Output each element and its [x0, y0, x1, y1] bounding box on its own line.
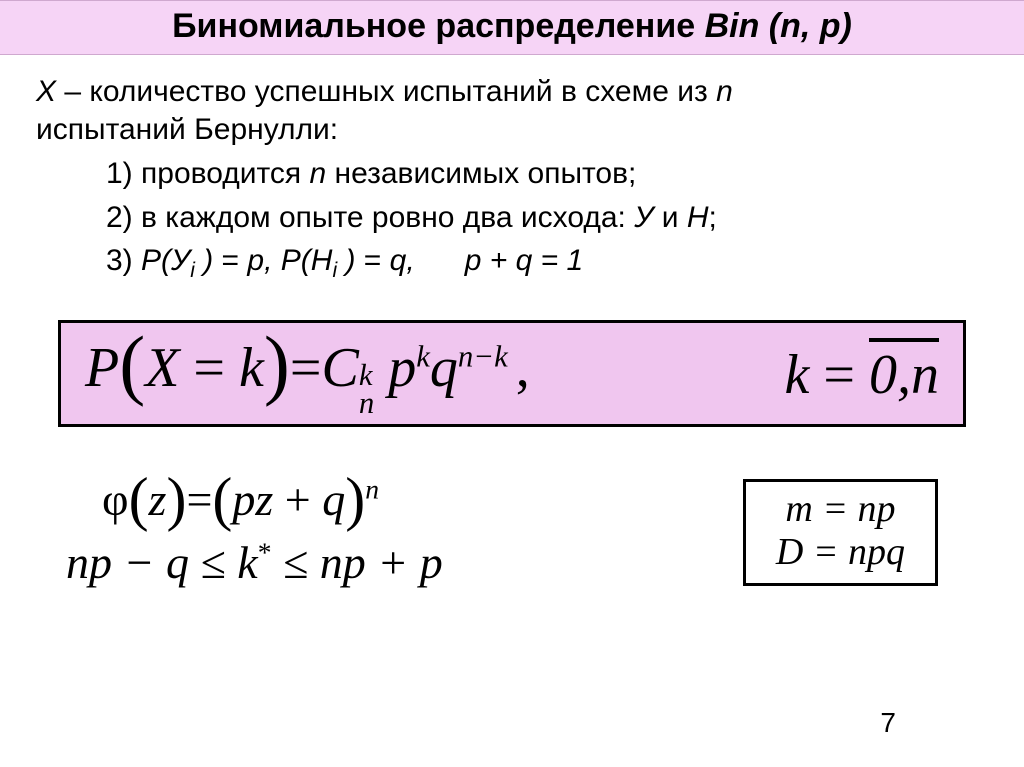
- f-range: 0,n: [869, 344, 939, 406]
- title-plain: Биномиальное распределение: [172, 7, 704, 45]
- li2Y: У: [634, 201, 653, 234]
- f-eq2: =: [290, 337, 322, 399]
- lead-X: X: [36, 75, 56, 108]
- f-Ctop: k: [359, 367, 374, 384]
- phi-pz: pz: [232, 474, 273, 525]
- kline-k: k: [237, 537, 257, 588]
- li2a: 2) в каждом опыте ровно два исхода:: [106, 201, 634, 234]
- f-k2: k: [785, 344, 810, 406]
- li3P1b: ): [195, 244, 213, 277]
- li3eq1: =: [213, 244, 247, 277]
- rparen-icon: ): [166, 481, 186, 517]
- kline-b: ≤ np + p: [272, 537, 443, 588]
- mD-mean: m = np: [776, 488, 905, 532]
- lead-line: X – количество успешных испытаний в схем…: [36, 73, 988, 148]
- li3sum: p + q = 1: [465, 244, 583, 277]
- f-k: k: [239, 337, 264, 399]
- li3a: 3): [106, 244, 141, 277]
- phi-close: ): [345, 481, 365, 517]
- rparen-icon: ): [264, 337, 290, 392]
- f-X: X: [145, 337, 179, 399]
- f-eq: =: [179, 337, 239, 399]
- left-formulas: φ(z)=(pz + q)n np − q ≤ k* ≤ np + p: [66, 473, 443, 589]
- f-comma: ,: [516, 337, 530, 399]
- phi-exp: n: [365, 473, 379, 504]
- li3gap: [415, 244, 465, 277]
- main-formula-box: P(X = k)=Ckn pkqn−k, k = 0,n: [58, 320, 966, 426]
- li3q: q,: [390, 244, 415, 277]
- f-C-indices: kn: [359, 367, 374, 412]
- f-eq3: =: [823, 344, 855, 406]
- phi-eq: =: [186, 474, 212, 525]
- li1n: n: [310, 157, 327, 190]
- f-Cbot: n: [359, 395, 374, 412]
- title-bar: Биномиальное распределение Bin (n, p): [0, 0, 1024, 55]
- f-qexp: n−k: [458, 340, 508, 374]
- li2N: Н: [687, 201, 709, 234]
- lead-rest1: – количество успешных испытаний в схеме …: [56, 75, 716, 108]
- overline: 0,n: [869, 338, 939, 407]
- main-formula: P(X = k)=Ckn pkqn−k, k = 0,n: [85, 333, 939, 411]
- kline-a: np − q ≤: [66, 537, 237, 588]
- lead-rest2: испытаний Бернулли:: [36, 113, 338, 146]
- li2end: ;: [709, 201, 717, 234]
- phi-open: (: [212, 481, 232, 517]
- mD-variance: D = npq: [776, 531, 905, 575]
- content-area: X – количество успешных испытаний в схем…: [0, 55, 1024, 589]
- k-inequality: np − q ≤ k* ≤ np + p: [66, 536, 443, 589]
- lparen-icon: (: [119, 337, 145, 392]
- f-q: q: [430, 337, 458, 399]
- li3P2b: ): [337, 244, 355, 277]
- li1b: независимых опытов;: [326, 157, 636, 190]
- moments-box: m = np D = npq: [743, 479, 938, 586]
- phi-sym: φ: [102, 474, 129, 525]
- page-number: 7: [880, 707, 896, 739]
- phi-z: z: [149, 474, 167, 525]
- li3sp: [272, 244, 280, 277]
- list-item: 1) проводится n независимых опытов;: [106, 152, 988, 196]
- list-item: 3) P(Уi ) = p, P(Нi ) = q, p + q = 1: [106, 239, 988, 286]
- li2and: и: [653, 201, 686, 234]
- li3P1: P(У: [141, 244, 190, 277]
- li3p: p,: [247, 244, 272, 277]
- lead-n: n: [716, 75, 733, 108]
- f-pexp: k: [416, 340, 430, 374]
- lparen-icon: (: [129, 481, 149, 517]
- kline-star: *: [258, 536, 272, 567]
- li3P2: P(Н: [281, 244, 333, 277]
- phi-q: q: [322, 474, 345, 525]
- f-C: C: [321, 337, 358, 399]
- phi-plus: +: [273, 474, 322, 525]
- li3eq2: =: [355, 244, 389, 277]
- bernoulli-list: 1) проводится n независимых опытов; 2) в…: [36, 152, 988, 286]
- phi-line: φ(z)=(pz + q)n: [102, 473, 443, 526]
- f-p: p: [388, 337, 416, 399]
- list-item: 2) в каждом опыте ровно два исхода: У и …: [106, 196, 988, 240]
- lower-row: φ(z)=(pz + q)n np − q ≤ k* ≤ np + p m = …: [36, 473, 988, 589]
- li1a: 1) проводится: [106, 157, 310, 190]
- title-italic: Bin (n, p): [705, 7, 852, 45]
- f-P: P: [85, 337, 119, 399]
